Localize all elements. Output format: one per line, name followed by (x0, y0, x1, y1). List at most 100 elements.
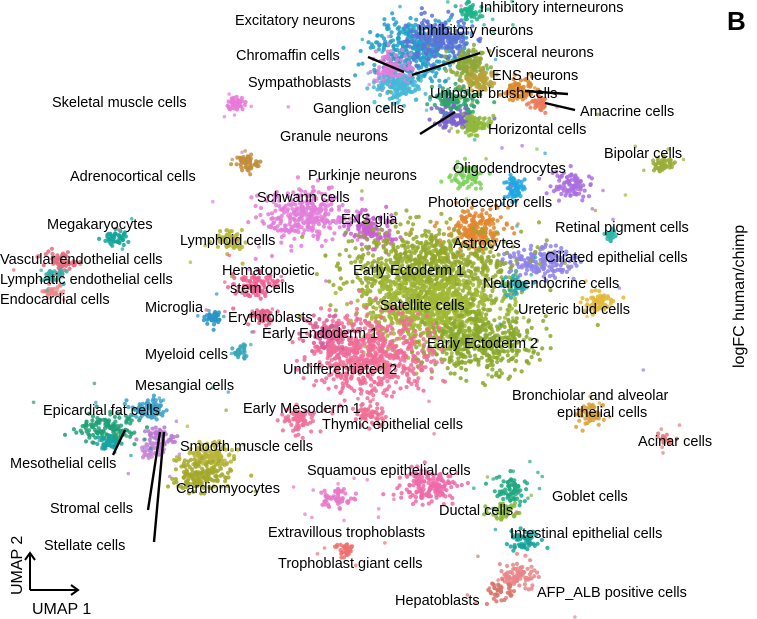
umap-point (544, 238, 549, 243)
umap-point (322, 345, 327, 350)
umap-point (347, 254, 352, 259)
umap-point (417, 326, 423, 332)
umap-point (563, 193, 568, 198)
umap-point (491, 225, 496, 230)
umap-point (313, 321, 318, 326)
umap-point (398, 222, 403, 227)
umap-point (460, 48, 465, 53)
umap-point (380, 70, 385, 75)
umap-point (471, 217, 476, 222)
umap-point (390, 11, 395, 16)
umap-point (358, 48, 363, 54)
umap-point (461, 36, 466, 41)
umap-point (406, 60, 411, 65)
umap-point (519, 254, 524, 259)
umap-point (512, 231, 517, 236)
umap-point (388, 39, 393, 44)
umap-point (433, 18, 438, 23)
umap-point (401, 30, 406, 35)
umap-point (442, 246, 447, 251)
umap-point (368, 29, 373, 35)
umap-point (371, 85, 376, 90)
umap-point (330, 218, 335, 224)
umap-point (434, 33, 439, 38)
umap-point (400, 286, 406, 291)
umap-point (451, 70, 456, 75)
umap-point (373, 49, 379, 54)
umap-point (580, 296, 585, 301)
umap-point (461, 25, 466, 30)
umap-point (337, 267, 342, 272)
umap-point (498, 306, 503, 311)
umap-point (269, 253, 275, 259)
umap-point (356, 233, 361, 238)
umap-point (430, 28, 435, 33)
umap-point (371, 253, 376, 258)
umap-point (406, 288, 411, 293)
umap-point (457, 225, 462, 230)
umap-point (605, 294, 611, 299)
umap-point (384, 292, 389, 298)
umap-point (444, 49, 449, 54)
umap-point (439, 255, 444, 260)
umap-point (468, 269, 473, 274)
umap-point (395, 230, 401, 235)
umap-point (353, 73, 358, 78)
umap-point (434, 105, 439, 110)
umap-point (382, 17, 387, 22)
umap-point (388, 281, 393, 287)
umap-point (256, 163, 261, 169)
umap-point (386, 42, 391, 47)
umap-point (434, 71, 439, 76)
umap-point (309, 205, 314, 210)
umap-point (393, 255, 398, 260)
umap-point (474, 17, 480, 22)
umap-point (523, 260, 529, 265)
umap-point (464, 17, 469, 22)
umap-point (667, 161, 673, 166)
umap-point (225, 103, 230, 108)
umap-point (404, 43, 410, 48)
umap-point (444, 68, 449, 73)
umap-point (459, 71, 464, 76)
umap-point (382, 22, 387, 27)
umap-point (430, 237, 435, 242)
umap-point (403, 54, 408, 59)
umap-point (462, 43, 467, 48)
umap-point (303, 208, 309, 213)
umap-point (279, 219, 284, 224)
umap-point (479, 66, 484, 71)
umap-point (451, 103, 456, 108)
umap-point (285, 209, 290, 214)
umap-point (478, 294, 483, 299)
umap-point (501, 226, 507, 231)
umap-point (389, 249, 394, 254)
umap-point (440, 40, 445, 45)
umap-point (327, 313, 332, 318)
umap-point (432, 224, 437, 229)
umap-point (571, 185, 576, 190)
umap-point (535, 351, 541, 356)
umap-point (381, 85, 386, 90)
umap-point (459, 125, 465, 130)
umap-point (487, 49, 492, 54)
umap-point (469, 77, 475, 82)
umap-point (249, 195, 254, 200)
umap-point (384, 280, 389, 285)
umap-point (568, 164, 573, 169)
umap-point (514, 269, 519, 274)
umap-point (466, 274, 471, 279)
umap-point (408, 72, 413, 77)
umap-point (472, 73, 477, 78)
umap-point (252, 162, 257, 167)
umap-point (408, 215, 413, 220)
umap-point (366, 245, 371, 250)
umap-point (408, 34, 413, 39)
umap-point (459, 78, 464, 83)
umap-point (333, 308, 338, 313)
umap-point (411, 57, 416, 62)
umap-point (424, 239, 429, 244)
umap-point (455, 129, 460, 134)
umap-point (454, 72, 459, 77)
umap-point (470, 24, 475, 29)
